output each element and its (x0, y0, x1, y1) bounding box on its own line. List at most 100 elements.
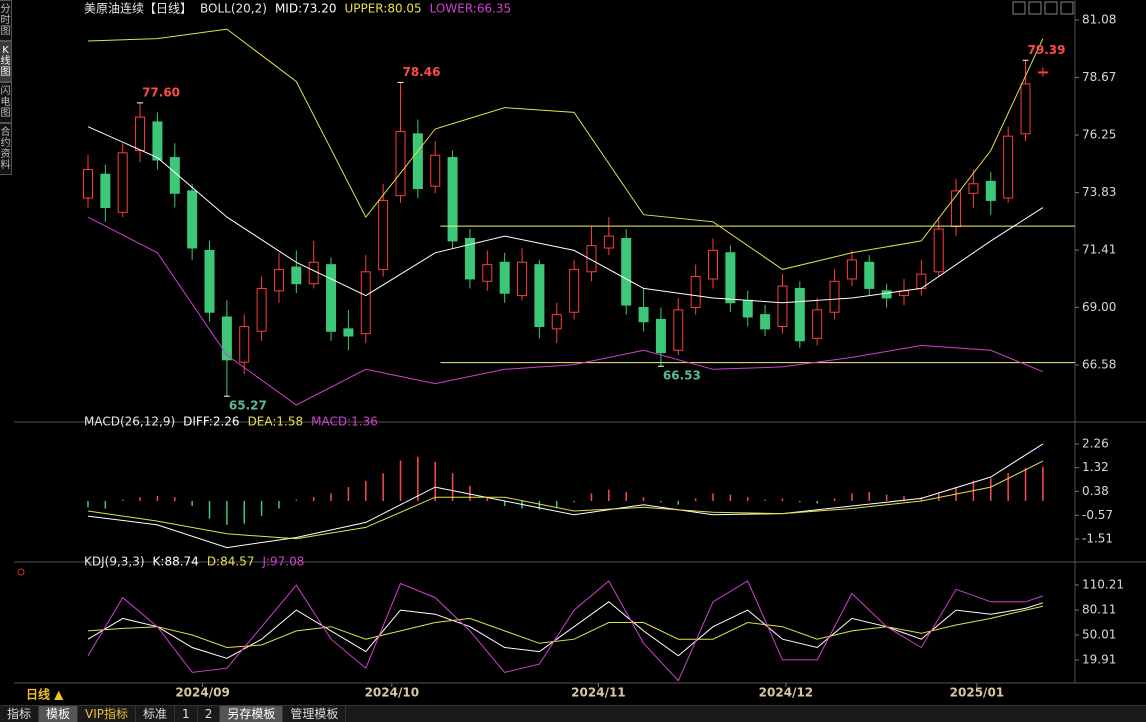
candle-body (291, 266, 302, 285)
candle-body (378, 199, 389, 270)
legend-entry: DEA:1.58 (248, 415, 304, 429)
tab[interactable]: 合约资料 (0, 123, 12, 175)
toolbar-item[interactable]: 管理模板 (283, 706, 347, 722)
candle-body (343, 328, 354, 337)
panel-title: MACD(26,12,9) (84, 415, 175, 429)
candle-body (812, 309, 823, 339)
legend-entry: D:84.57 (207, 555, 255, 569)
candle-body (864, 261, 875, 289)
candle-body (1020, 83, 1031, 135)
candle-body (551, 314, 562, 330)
y-tick-label: 71.41 (1082, 243, 1116, 257)
y-tick-label: 110.21 (1082, 578, 1124, 592)
candle-body (881, 290, 892, 299)
y-tick-label: 0.38 (1082, 484, 1109, 498)
candle-body (1037, 71, 1048, 74)
candle-body (169, 157, 180, 194)
candle-body (603, 235, 614, 249)
candle-body (794, 287, 805, 342)
legend-entry: DIFF:2.26 (183, 415, 239, 429)
candle-body (135, 116, 146, 151)
candle-body (655, 318, 666, 354)
period-label[interactable]: 日线 ▲ (26, 687, 64, 702)
candle-body (326, 264, 337, 332)
candle-body (968, 183, 979, 194)
indicator-line (87, 126, 1044, 304)
panel-icon (17, 568, 25, 576)
indicator-line (87, 605, 1044, 649)
x-tick-label: 2024/10 (365, 686, 419, 700)
y-tick-label: 2.26 (1082, 436, 1109, 450)
legend-entry: MACD:1.36 (311, 415, 378, 429)
x-tick-label: 2024/12 (759, 686, 813, 700)
candle-body (829, 280, 840, 313)
y-tick-label: 78.67 (1082, 70, 1116, 84)
y-tick-label: 81.08 (1082, 13, 1116, 27)
candle-body (586, 245, 597, 273)
toolbar-item[interactable]: 2 (198, 706, 221, 722)
button[interactable] (1044, 1, 1058, 15)
tab[interactable]: K线图 (0, 41, 12, 82)
chart: 日线 ▲ 81.08 78.67 76.25 73.83 71.41 69.00 66.58… (0, 0, 1146, 705)
candle-body (534, 264, 545, 328)
side-tabs: 分时图 K线图 闪电图 合约资料 (0, 0, 12, 175)
candle-body (447, 157, 458, 242)
toolbar-item[interactable]: 另存模板 (220, 706, 284, 722)
candle-body (117, 152, 128, 213)
y-tick-label: 66.58 (1082, 358, 1116, 372)
candle-body (464, 237, 475, 280)
candle-body (152, 121, 163, 161)
y-tick-label: 19.91 (1082, 652, 1116, 666)
tab[interactable]: 闪电图 (0, 82, 12, 123)
extreme-label: 66.53 (663, 369, 701, 383)
candle-body (621, 237, 632, 306)
indicator-line (87, 443, 1044, 549)
x-tick-label: 2024/09 (175, 686, 229, 700)
y-tick-label: 69.00 (1082, 300, 1116, 314)
candle-body (204, 249, 215, 313)
candle-body (412, 133, 423, 190)
toolbar-item[interactable]: 模板 (39, 706, 79, 722)
candle-body (742, 299, 753, 318)
toolbar-item[interactable]: 指标 (0, 706, 40, 722)
extreme-label: 79.39 (1028, 43, 1066, 57)
toolbar-item[interactable]: 标准 (136, 706, 176, 722)
extreme-label: 77.60 (142, 85, 180, 99)
toolbar: 指标 模板 VIP指标 标准 1 2 另存模板 管理模板 (0, 705, 1146, 722)
legend-entry: LOWER:66.35 (430, 2, 512, 16)
candle-body (239, 326, 250, 363)
toolbar-item[interactable]: VIP指标 (78, 706, 137, 722)
button[interactable] (1060, 1, 1074, 15)
y-tick-label: 80.11 (1082, 602, 1116, 616)
panel-title: 美原油连续【日线】 (84, 1, 192, 16)
candle-body (100, 173, 111, 209)
y-tick-label: -1.51 (1082, 532, 1113, 546)
candle-body (187, 190, 198, 249)
window-buttons[interactable] (1012, 1, 1074, 15)
y-tick-label: 73.83 (1082, 185, 1116, 199)
background (0, 0, 1146, 705)
tab[interactable]: 分时图 (0, 0, 12, 41)
legend-entry: J:97.08 (261, 555, 304, 569)
candle-body (430, 154, 441, 187)
indicator-line (87, 216, 1044, 406)
candle-body (569, 268, 580, 313)
extreme-label: 65.27 (229, 399, 267, 413)
panel-title: KDJ(9,3,3) (84, 555, 145, 569)
candle-body (725, 252, 736, 304)
toolbar-item[interactable]: 1 (175, 706, 198, 722)
candle-body (221, 316, 232, 361)
candle-body (308, 261, 319, 285)
y-tick-label: 1.32 (1082, 460, 1109, 474)
candle-body (673, 309, 684, 351)
candle-body (256, 287, 267, 332)
button[interactable] (1012, 1, 1026, 15)
candle-body (985, 180, 996, 201)
x-tick-label: 2024/11 (571, 686, 625, 700)
button[interactable] (1028, 1, 1042, 15)
candle-body (846, 259, 857, 280)
candle-body (1003, 135, 1014, 199)
indicator-name: BOLL(20,2) (200, 2, 267, 16)
candle-body (690, 276, 701, 308)
